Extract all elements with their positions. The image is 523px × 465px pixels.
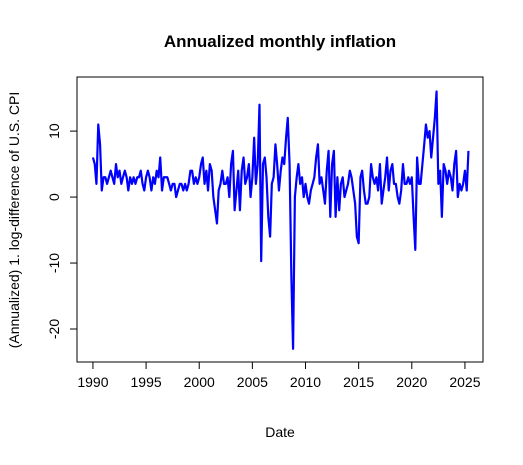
data-line	[91, 90, 470, 350]
y-tick-label: 0	[46, 193, 62, 201]
y-axis-label: (Annualized) 1. log-difference of U.S. C…	[6, 92, 22, 349]
x-tick-label: 2025	[449, 374, 480, 390]
x-tick-label: 2010	[290, 374, 321, 390]
x-tick-label: 1990	[77, 374, 108, 390]
x-tick-label: 2000	[184, 374, 215, 390]
x-axis-label: Date	[265, 424, 295, 440]
x-tick-label: 2015	[343, 374, 374, 390]
x-tick-label: 1995	[131, 374, 162, 390]
chart-title: Annualized monthly inflation	[164, 32, 396, 51]
x-tick-label: 2020	[396, 374, 427, 390]
y-tick-label: -10	[46, 253, 62, 273]
y-tick-label: 10	[46, 123, 62, 139]
y-tick-label: -20	[46, 319, 62, 339]
x-tick-label: 2005	[237, 374, 268, 390]
